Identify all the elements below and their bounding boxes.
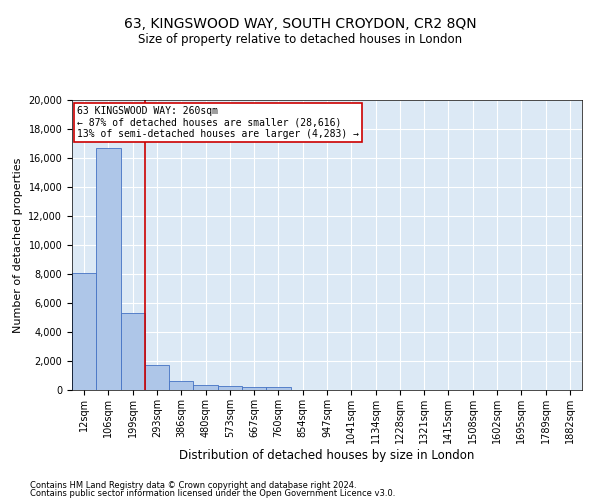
Text: 63 KINGSWOOD WAY: 260sqm
← 87% of detached houses are smaller (28,616)
13% of se: 63 KINGSWOOD WAY: 260sqm ← 87% of detach… — [77, 106, 359, 139]
Bar — [242, 387, 266, 390]
Bar — [96, 148, 121, 390]
Bar — [218, 386, 242, 390]
Y-axis label: Number of detached properties: Number of detached properties — [13, 158, 23, 332]
X-axis label: Distribution of detached houses by size in London: Distribution of detached houses by size … — [179, 448, 475, 462]
Text: Contains public sector information licensed under the Open Government Licence v3: Contains public sector information licen… — [30, 488, 395, 498]
Bar — [266, 387, 290, 390]
Bar — [169, 380, 193, 390]
Text: Contains HM Land Registry data © Crown copyright and database right 2024.: Contains HM Land Registry data © Crown c… — [30, 481, 356, 490]
Bar — [72, 272, 96, 390]
Bar — [121, 313, 145, 390]
Text: 63, KINGSWOOD WAY, SOUTH CROYDON, CR2 8QN: 63, KINGSWOOD WAY, SOUTH CROYDON, CR2 8Q… — [124, 18, 476, 32]
Text: Size of property relative to detached houses in London: Size of property relative to detached ho… — [138, 32, 462, 46]
Bar — [193, 385, 218, 390]
Bar — [145, 364, 169, 390]
